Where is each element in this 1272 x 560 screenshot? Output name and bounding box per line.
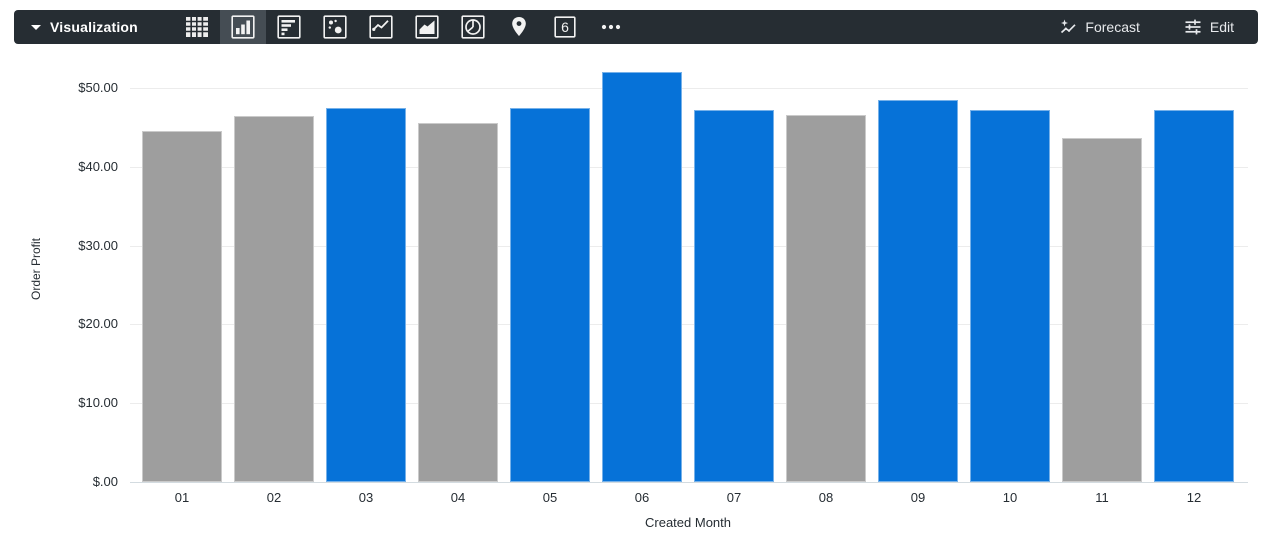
y-tick-label: $20.00 <box>78 316 118 332</box>
vis-type-table[interactable] <box>174 10 220 44</box>
vis-type-more[interactable] <box>588 10 634 44</box>
vis-type-pie-chart[interactable] <box>450 10 496 44</box>
edit-button[interactable]: Edit <box>1184 18 1234 36</box>
pie-chart-icon <box>461 15 485 39</box>
toolbar-actions: Forecast Edit <box>1059 18 1258 36</box>
gridline-40 <box>130 166 1248 168</box>
vis-type-picker: 6 <box>174 10 634 44</box>
y-tick-label: $40.00 <box>78 158 118 174</box>
x-tick-label: 09 <box>910 490 926 505</box>
x-tick-label: 02 <box>266 490 282 505</box>
gridline-10 <box>130 403 1248 405</box>
bar-month-12[interactable] <box>1154 110 1234 482</box>
visualization-toolbar: Visualization <box>14 10 1258 44</box>
toolbar-title: Visualization <box>50 19 138 35</box>
y-tick-label: $50.00 <box>78 80 118 95</box>
ellipsis-icon <box>599 15 623 39</box>
gridline-0 <box>130 482 1248 483</box>
forecast-sparkline-icon <box>1059 18 1077 36</box>
vis-type-single-value[interactable]: 6 <box>542 10 588 44</box>
gridline-20 <box>130 324 1248 326</box>
x-tick-label: 03 <box>358 490 374 505</box>
bar-month-05[interactable] <box>510 108 590 482</box>
bar-month-09[interactable] <box>878 100 958 482</box>
tune-sliders-icon <box>1184 18 1202 36</box>
scatter-chart-icon <box>323 15 347 39</box>
vis-type-line-chart[interactable] <box>358 10 404 44</box>
column-chart-icon <box>231 15 255 39</box>
bar-month-10[interactable] <box>970 110 1050 482</box>
bar-month-11[interactable] <box>1062 138 1142 482</box>
x-tick-label: 10 <box>1002 490 1018 505</box>
svg-text:6: 6 <box>561 19 569 35</box>
x-tick-label: 12 <box>1186 490 1202 505</box>
visualization-section-toggle[interactable]: Visualization <box>14 19 138 35</box>
x-tick-label: 04 <box>450 490 466 505</box>
bar-month-04[interactable] <box>418 123 498 482</box>
vis-type-scatter-chart[interactable] <box>312 10 358 44</box>
bar-chart-icon <box>277 15 301 39</box>
x-tick-label: 07 <box>726 490 742 505</box>
y-tick-label: $.00 <box>92 474 118 489</box>
area-chart-icon <box>415 15 439 39</box>
x-tick-label: 08 <box>818 490 834 505</box>
bar-month-03[interactable] <box>326 108 406 482</box>
map-pin-icon <box>509 15 529 39</box>
y-tick-label: $10.00 <box>78 395 118 411</box>
x-tick-label: 01 <box>174 490 190 505</box>
table-icon <box>185 16 209 38</box>
edit-label: Edit <box>1209 19 1234 35</box>
bar-month-06[interactable] <box>602 72 682 482</box>
gridline-30 <box>130 245 1248 247</box>
x-tick-label: 05 <box>542 490 558 505</box>
chevron-down-icon <box>31 24 41 30</box>
forecast-button[interactable]: Forecast <box>1059 18 1140 36</box>
y-tick-label: $30.00 <box>78 237 118 253</box>
vis-type-bar-chart[interactable] <box>266 10 312 44</box>
bar-month-07[interactable] <box>694 110 774 482</box>
bar-month-08[interactable] <box>786 115 866 482</box>
vis-type-column-chart[interactable] <box>219 10 266 44</box>
gridline-50 <box>130 88 1248 89</box>
line-chart-icon <box>369 15 393 39</box>
forecast-label: Forecast <box>1085 19 1140 35</box>
vis-type-map[interactable] <box>496 10 542 44</box>
bar-month-01[interactable] <box>142 131 222 482</box>
x-tick-label: 11 <box>1095 490 1109 505</box>
x-tick-label: 06 <box>634 490 650 505</box>
x-axis-title: Created Month <box>645 515 731 530</box>
single-value-icon: 6 <box>553 15 577 39</box>
bar-month-02[interactable] <box>234 116 314 482</box>
vis-type-area-chart[interactable] <box>404 10 450 44</box>
